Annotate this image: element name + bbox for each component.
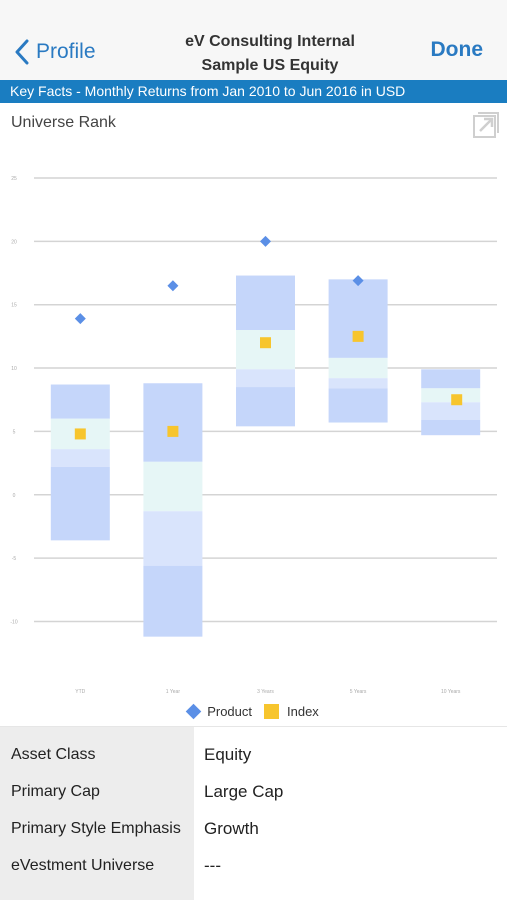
done-button[interactable]: Done bbox=[430, 38, 484, 61]
fact-label: Primary Cap bbox=[11, 783, 100, 800]
fact-row-primary-style-emphasis: Primary Style Emphasis Growth bbox=[0, 811, 507, 848]
index-point bbox=[74, 428, 86, 440]
section-title: Universe Rank bbox=[11, 114, 116, 131]
y-tick-label: 10 bbox=[11, 366, 17, 372]
product-point bbox=[260, 235, 271, 247]
x-tick-label: 5 Years bbox=[350, 689, 367, 695]
band-75-95 bbox=[143, 565, 203, 637]
band-25-median bbox=[143, 461, 203, 512]
fact-label: eVestment Universe bbox=[11, 857, 155, 874]
band-median-75 bbox=[50, 449, 110, 467]
band-25-median bbox=[421, 388, 481, 403]
index-square-icon bbox=[264, 703, 279, 719]
fact-label: Primary Style Emphasis bbox=[11, 820, 181, 837]
legend-label-index: Index bbox=[287, 703, 319, 719]
page-title: eV Consulting Internal Sample US Equity bbox=[140, 30, 400, 78]
x-tick-label: YTD bbox=[75, 689, 85, 695]
back-button-label: Profile bbox=[36, 40, 96, 63]
y-tick-label: 15 bbox=[11, 303, 17, 309]
band-75-95 bbox=[50, 466, 110, 541]
expand-icon bbox=[473, 112, 499, 138]
expand-chart-button[interactable] bbox=[472, 111, 500, 139]
fact-value: Equity bbox=[204, 745, 252, 764]
band-median-75 bbox=[143, 511, 203, 566]
x-tick-label: 10 Years bbox=[441, 689, 461, 695]
band-5-25 bbox=[50, 384, 110, 419]
facts-label-column bbox=[0, 727, 194, 900]
page-title-line1: eV Consulting Internal bbox=[185, 33, 355, 50]
index-point bbox=[167, 425, 179, 437]
chart-legend: Product Index bbox=[0, 701, 507, 721]
band-75-95 bbox=[328, 388, 388, 423]
back-button[interactable]: Profile bbox=[14, 36, 96, 68]
chevron-left-icon bbox=[15, 39, 29, 65]
legend-label-product: Product bbox=[207, 703, 252, 719]
universe-rank-chart: 25 20 15 10 5 0 -5 -10 YTD 1 Year 3 Years 5 Years 10… bbox=[10, 176, 497, 695]
index-point bbox=[352, 330, 364, 342]
x-tick-label: 1 Year bbox=[166, 689, 181, 695]
key-facts-banner: Key Facts - Monthly Returns from Jan 201… bbox=[0, 80, 507, 103]
fact-row-asset-class: Asset Class Equity bbox=[0, 737, 507, 774]
band-median-75 bbox=[236, 369, 295, 388]
fact-row-primary-cap: Primary Cap Large Cap bbox=[0, 774, 507, 811]
band-5-25 bbox=[143, 383, 203, 462]
index-point bbox=[451, 394, 463, 406]
fact-row-evestment-universe: eVestment Universe --- bbox=[0, 848, 507, 885]
fact-value: Large Cap bbox=[204, 782, 284, 801]
page-title-line2: Sample US Equity bbox=[201, 57, 339, 74]
band-5-25 bbox=[328, 279, 388, 358]
y-tick-label: 20 bbox=[11, 239, 17, 245]
product-point bbox=[167, 280, 179, 292]
band-median-75 bbox=[328, 378, 388, 389]
band-25-median bbox=[236, 330, 295, 370]
band-25-median bbox=[328, 357, 388, 379]
y-tick-label: -5 bbox=[12, 556, 17, 562]
band-75-95 bbox=[421, 419, 481, 436]
legend-item-index: Index bbox=[264, 703, 319, 719]
index-point bbox=[260, 337, 271, 349]
product-point bbox=[74, 313, 86, 325]
y-tick-label: 0 bbox=[13, 493, 16, 499]
fact-label: Asset Class bbox=[11, 746, 96, 763]
fact-value: --- bbox=[204, 856, 221, 875]
navigation-bar: Profile eV Consulting Internal Sample US… bbox=[0, 0, 507, 80]
product-diamond-icon bbox=[185, 703, 202, 719]
key-facts-table: Asset Class Equity Primary Cap Large Cap… bbox=[0, 726, 507, 900]
x-tick-label: 3 Years bbox=[257, 689, 274, 695]
band-5-25 bbox=[421, 369, 481, 389]
band-median-75 bbox=[421, 402, 481, 420]
product-point bbox=[352, 275, 364, 287]
y-tick-label: -10 bbox=[10, 619, 17, 625]
legend-item-product: Product bbox=[185, 703, 252, 719]
y-tick-label: 5 bbox=[13, 429, 16, 435]
y-tick-label: 25 bbox=[11, 176, 17, 182]
band-5-25 bbox=[236, 275, 295, 331]
fact-value: Growth bbox=[204, 819, 259, 838]
band-75-95 bbox=[236, 387, 295, 427]
